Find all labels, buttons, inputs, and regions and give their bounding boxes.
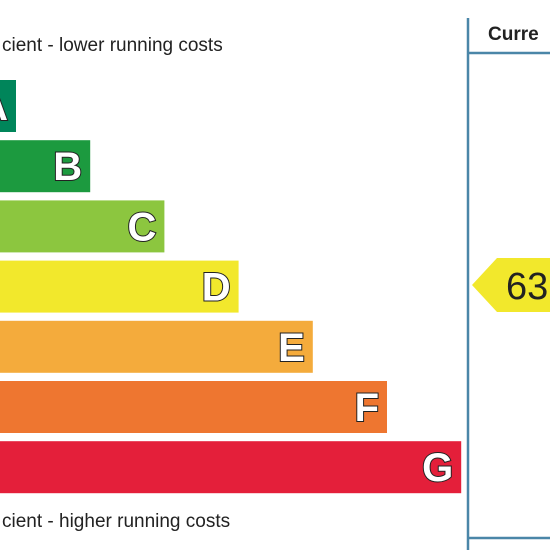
band-letter: D [202,266,231,310]
band-letter: F [355,386,379,430]
band-letter: E [278,326,305,370]
band-bar [0,260,239,313]
current-arrow [472,258,550,312]
band-bar [0,200,165,253]
band-letter: A [0,85,8,129]
band-bar [0,140,91,193]
bottom-label: cient - higher running costs [2,511,230,532]
band-bar [0,441,462,494]
band-bar [0,80,16,132]
band-letter: C [128,205,157,249]
band-bar [0,381,387,433]
top-label: cient - lower running costs [2,35,223,56]
band-letter: G [422,446,453,490]
current-title: Curre [488,24,539,45]
band-bar [0,320,313,373]
current-rating: 63 [506,266,548,308]
band-letter: B [53,145,82,189]
